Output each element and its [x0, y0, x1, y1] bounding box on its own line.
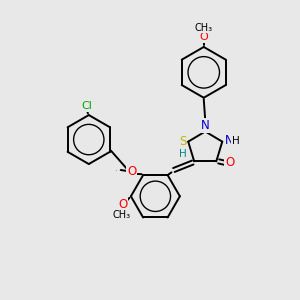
Text: Cl: Cl — [81, 101, 92, 111]
Text: H: H — [232, 136, 240, 146]
Text: N: N — [201, 119, 210, 132]
Text: O: O — [200, 32, 208, 42]
Text: S: S — [179, 134, 187, 148]
Text: H: H — [179, 149, 187, 159]
Text: CH₃: CH₃ — [113, 210, 131, 220]
Text: O: O — [118, 198, 127, 211]
Text: O: O — [127, 165, 136, 178]
Text: O: O — [225, 156, 234, 169]
Text: O: O — [116, 169, 117, 170]
Text: N: N — [224, 134, 233, 147]
Text: CH₃: CH₃ — [195, 22, 213, 33]
